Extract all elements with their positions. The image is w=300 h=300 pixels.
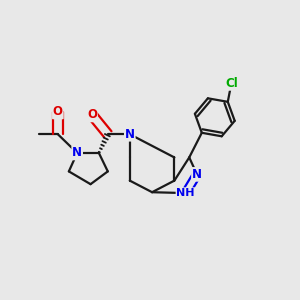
Text: N: N xyxy=(125,128,135,141)
Text: N: N xyxy=(192,168,202,181)
Text: N: N xyxy=(72,146,82,160)
Text: NH: NH xyxy=(176,188,195,198)
Text: O: O xyxy=(87,108,97,122)
Text: Cl: Cl xyxy=(225,77,238,90)
Text: O: O xyxy=(53,106,63,118)
